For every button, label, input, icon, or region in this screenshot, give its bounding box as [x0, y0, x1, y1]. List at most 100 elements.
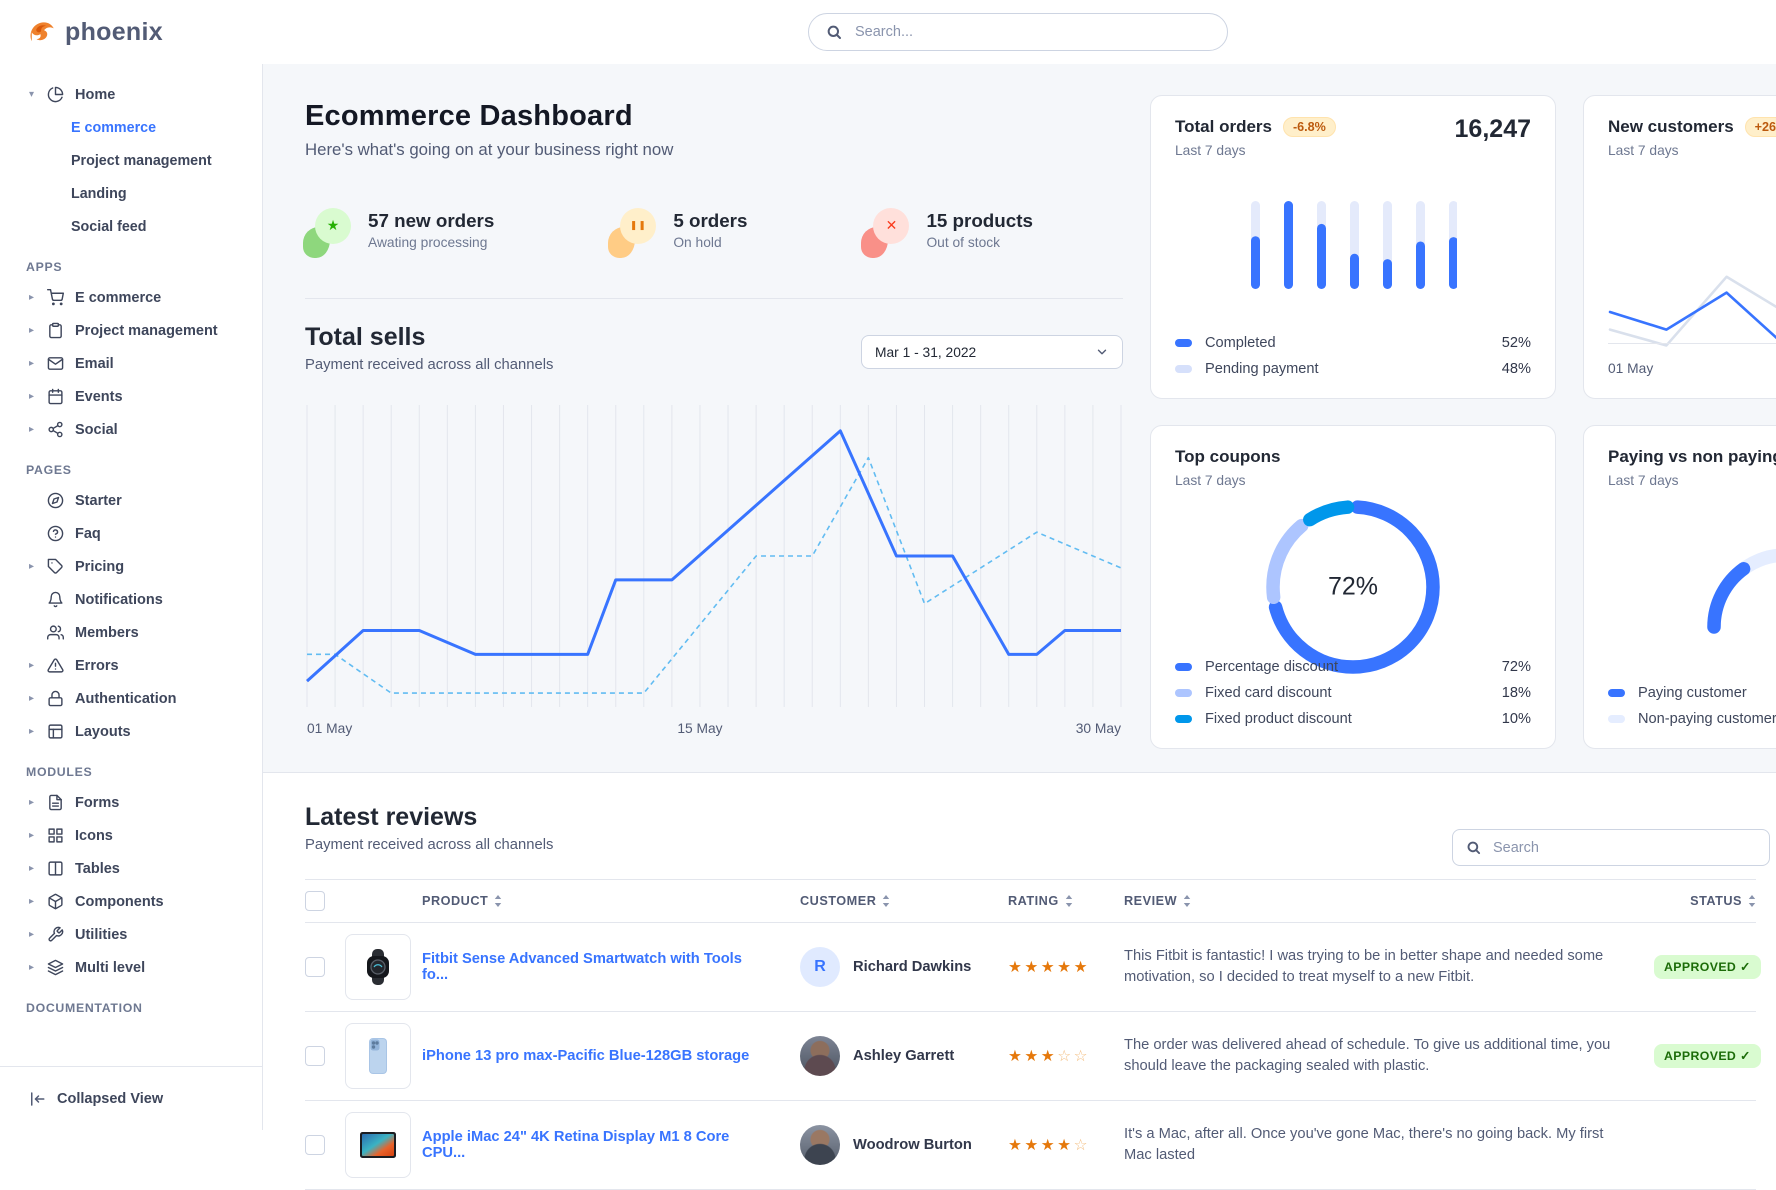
sidebar-item-label: Social — [75, 421, 118, 438]
product-link[interactable]: Fitbit Sense Advanced Smartwatch with To… — [422, 951, 742, 983]
legend-value: 10% — [1501, 711, 1531, 727]
row-checkbox[interactable] — [305, 1135, 325, 1155]
pause-icon: ❚❚ — [620, 208, 657, 244]
sidebar-section-modules: MODULES — [26, 765, 93, 779]
legend-swatch — [1175, 689, 1192, 697]
search-icon — [1466, 840, 1481, 855]
calendar-icon — [47, 388, 65, 405]
legend-swatch — [1175, 663, 1192, 671]
legend-label: Non-paying customer — [1638, 711, 1776, 727]
status-badge: APPROVED ✓ — [1654, 1044, 1761, 1068]
sidebar-item-authentication[interactable]: ▸ Authentication — [26, 682, 262, 715]
global-search-input[interactable] — [853, 23, 1210, 41]
sidebar-item-utilities[interactable]: ▸ Utilities — [26, 918, 262, 951]
help-icon — [47, 525, 65, 542]
column-header-customer[interactable]: CUSTOMER — [800, 894, 1008, 908]
wrench-icon — [47, 926, 65, 943]
legend-label: Percentage discount — [1205, 659, 1339, 675]
sort-icon[interactable] — [1065, 895, 1073, 907]
column-header-rating[interactable]: RATING — [1008, 894, 1124, 908]
status-badge: APPROVED ✓ — [1654, 955, 1761, 979]
total-sells-header: Total sells Payment received across all … — [305, 323, 1123, 373]
caret-right-icon: ▸ — [28, 726, 35, 737]
column-header-status[interactable]: STATUS — [1654, 894, 1756, 908]
sidebar-item-multi-level[interactable]: ▸ Multi level — [26, 951, 262, 984]
reviews-search[interactable] — [1452, 829, 1770, 866]
sidebar-item-members[interactable]: Members — [26, 616, 262, 649]
caret-right-icon: ▸ — [28, 561, 35, 572]
caret-right-icon: ▸ — [28, 929, 35, 940]
row-checkbox[interactable] — [305, 957, 325, 977]
product-image-tablet[interactable] — [345, 1112, 411, 1178]
sidebar-section-pages: PAGES — [26, 463, 72, 477]
sort-icon[interactable] — [494, 895, 502, 907]
top-navbar: phoenix — [0, 0, 1776, 64]
sidebar-item-e-commerce[interactable]: E commerce — [71, 119, 157, 136]
legend-fixed-product-discount: Fixed product discount 10% — [1175, 706, 1531, 732]
sidebar-item-e-commerce[interactable]: ▸ E commerce — [26, 281, 262, 314]
brand-logo[interactable]: phoenix — [0, 17, 163, 48]
review-row: Apple iMac 24" 4K Retina Display M1 8 Co… — [305, 1101, 1756, 1190]
column-label: CUSTOMER — [800, 894, 877, 908]
collapse-view-button[interactable]: Collapsed View — [0, 1066, 262, 1130]
sidebar-item-layouts[interactable]: ▸ Layouts — [26, 715, 262, 748]
total-orders-title: Total orders — [1175, 117, 1272, 136]
sidebar-item-notifications[interactable]: Notifications — [26, 583, 262, 616]
legend-swatch — [1175, 365, 1192, 373]
sidebar-item-email[interactable]: ▸ Email — [26, 347, 262, 380]
sidebar-item-faq[interactable]: Faq — [26, 517, 262, 550]
total-sells-chart: 01 May 15 May 30 May — [305, 405, 1776, 744]
sidebar-item-pricing[interactable]: ▸ Pricing — [26, 550, 262, 583]
sidebar-item-events[interactable]: ▸ Events — [26, 380, 262, 413]
layers-icon — [47, 959, 65, 976]
legend-percentage-discount: Percentage discount 72% — [1175, 654, 1531, 680]
sidebar-item-label: Layouts — [75, 723, 131, 740]
sort-icon[interactable] — [1183, 895, 1191, 907]
avatar[interactable] — [800, 1036, 840, 1076]
row-checkbox[interactable] — [305, 1046, 325, 1066]
sidebar-item-social[interactable]: ▸ Social — [26, 413, 262, 446]
sidebar-item-starter[interactable]: Starter — [26, 484, 262, 517]
select-all-checkbox[interactable] — [305, 891, 325, 911]
sidebar-item-components[interactable]: ▸ Components — [26, 885, 262, 918]
sort-icon[interactable] — [882, 895, 890, 907]
avatar[interactable] — [800, 1125, 840, 1165]
sidebar-item-project-management[interactable]: Project management — [71, 152, 212, 169]
product-link[interactable]: iPhone 13 pro max-Pacific Blue-128GB sto… — [422, 1048, 750, 1064]
sidebar-item-home[interactable]: ▾ Home — [26, 78, 262, 111]
avatar[interactable]: R — [800, 947, 840, 987]
sidebar-item-project-management[interactable]: ▸ Project management — [26, 314, 262, 347]
sidebar-item-landing[interactable]: Landing — [71, 185, 127, 202]
global-search[interactable] — [808, 13, 1228, 51]
legend-label: Paying customer — [1638, 685, 1747, 701]
customer-cell: Ashley Garrett — [800, 1036, 1008, 1076]
sidebar-item-errors[interactable]: ▸ Errors — [26, 649, 262, 682]
reviews-search-input[interactable] — [1491, 838, 1756, 857]
column-header-review[interactable]: REVIEW — [1124, 894, 1654, 908]
sort-icon[interactable] — [1748, 895, 1756, 907]
legend-label: Pending payment — [1205, 361, 1319, 377]
product-link[interactable]: Apple iMac 24" 4K Retina Display M1 8 Co… — [422, 1129, 730, 1161]
sidebar-item-icons[interactable]: ▸ Icons — [26, 819, 262, 852]
search-icon — [826, 24, 842, 40]
paying-card: Paying vs non paying Last 7 days Paying … — [1583, 425, 1776, 749]
caret-right-icon: ▸ — [28, 391, 35, 402]
product-image-watch[interactable] — [345, 934, 411, 1000]
product-image-phone[interactable] — [345, 1023, 411, 1089]
sidebar-item-label: Events — [75, 388, 123, 405]
pie-chart-icon — [47, 86, 65, 103]
stars-filled: ★★★ — [1008, 1047, 1058, 1065]
legend-label: Completed — [1205, 335, 1276, 351]
total-orders-legend: Completed 52% Pending payment 48% — [1175, 330, 1531, 382]
phoenix-bird-icon — [25, 17, 56, 48]
sidebar-item-forms[interactable]: ▸ Forms — [26, 786, 262, 819]
sidebar-item-tables[interactable]: ▸ Tables — [26, 852, 262, 885]
sidebar-item-social-feed[interactable]: Social feed — [71, 218, 147, 235]
top-coupons-legend: Percentage discount 72% Fixed card discoun… — [1175, 654, 1531, 732]
latest-reviews-section: Latest reviews Payment received across a… — [263, 772, 1776, 1190]
column-header-product[interactable]: PRODUCT — [422, 894, 800, 908]
date-range-select[interactable]: Mar 1 - 31, 2022 — [861, 335, 1123, 369]
new-customers-period: Last 7 days — [1608, 143, 1679, 158]
sidebar-item-label: Members — [75, 624, 139, 641]
stars-filled: ★★★★★ — [1008, 958, 1090, 976]
